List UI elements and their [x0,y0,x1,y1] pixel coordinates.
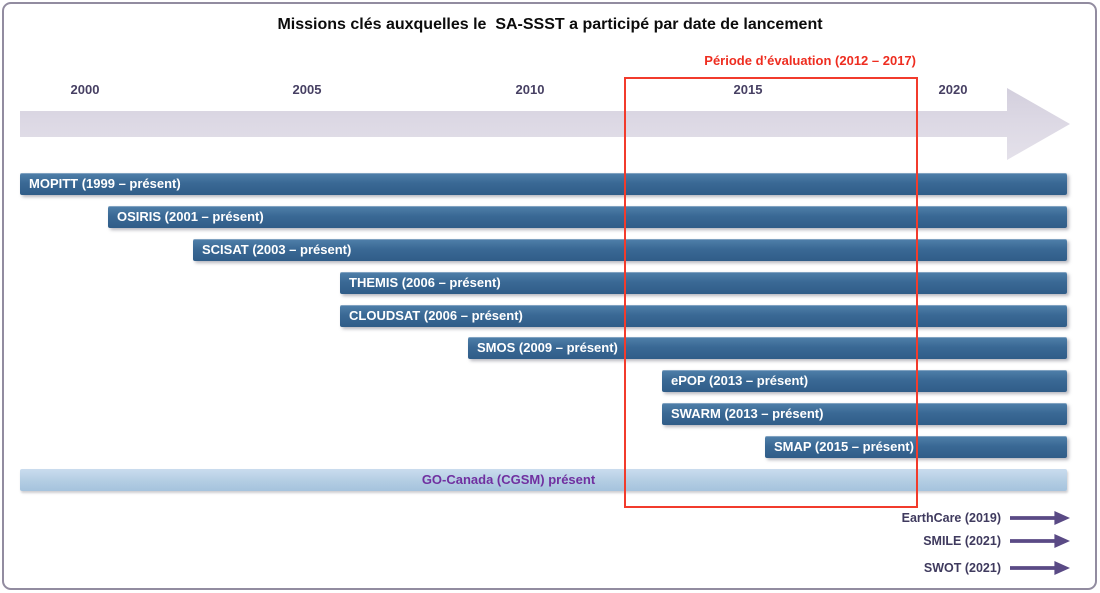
evaluation-period-box [624,77,918,508]
right-arrow-icon [1010,511,1070,525]
axis-tick-2010: 2010 [515,82,545,97]
mission-bar-epop: ePOP (2013 – présent) [662,370,1067,392]
mission-bar-cloudsat: CLOUDSAT (2006 – présent) [340,305,1067,327]
mission-bar-go-canada: GO-Canada (CGSM) présent [20,469,1067,491]
mission-bar-mopitt: MOPITT (1999 – présent) [20,173,1067,195]
evaluation-period-label: Période d’évaluation (2012 – 2017) [704,53,916,68]
mission-bar-swarm: SWARM (2013 – présent) [662,403,1067,425]
future-mission-smile: SMILE (2021) [923,533,1070,549]
future-mission-label: SWOT (2021) [923,561,1001,575]
mission-bar-scisat: SCISAT (2003 – présent) [193,239,1067,261]
future-mission-earthcare: EarthCare (2019) [902,510,1070,526]
axis-tick-2005: 2005 [292,82,322,97]
axis-tick-2020: 2020 [938,82,968,97]
right-arrow-icon [1010,561,1070,575]
axis-tick-2000: 2000 [70,82,100,97]
chart-title: Missions clés auxquelles le SA-SSST a pa… [277,16,823,33]
future-mission-label: SMILE (2021) [923,534,1001,548]
right-arrow-icon [1010,534,1070,548]
future-mission-label: EarthCare (2019) [901,511,1001,525]
mission-bar-osiris: OSIRIS (2001 – présent) [108,206,1067,228]
mission-bar-themis: THEMIS (2006 – présent) [340,272,1067,294]
future-mission-swot: SWOT (2021) [924,560,1070,576]
axis-tick-2015: 2015 [733,82,763,97]
